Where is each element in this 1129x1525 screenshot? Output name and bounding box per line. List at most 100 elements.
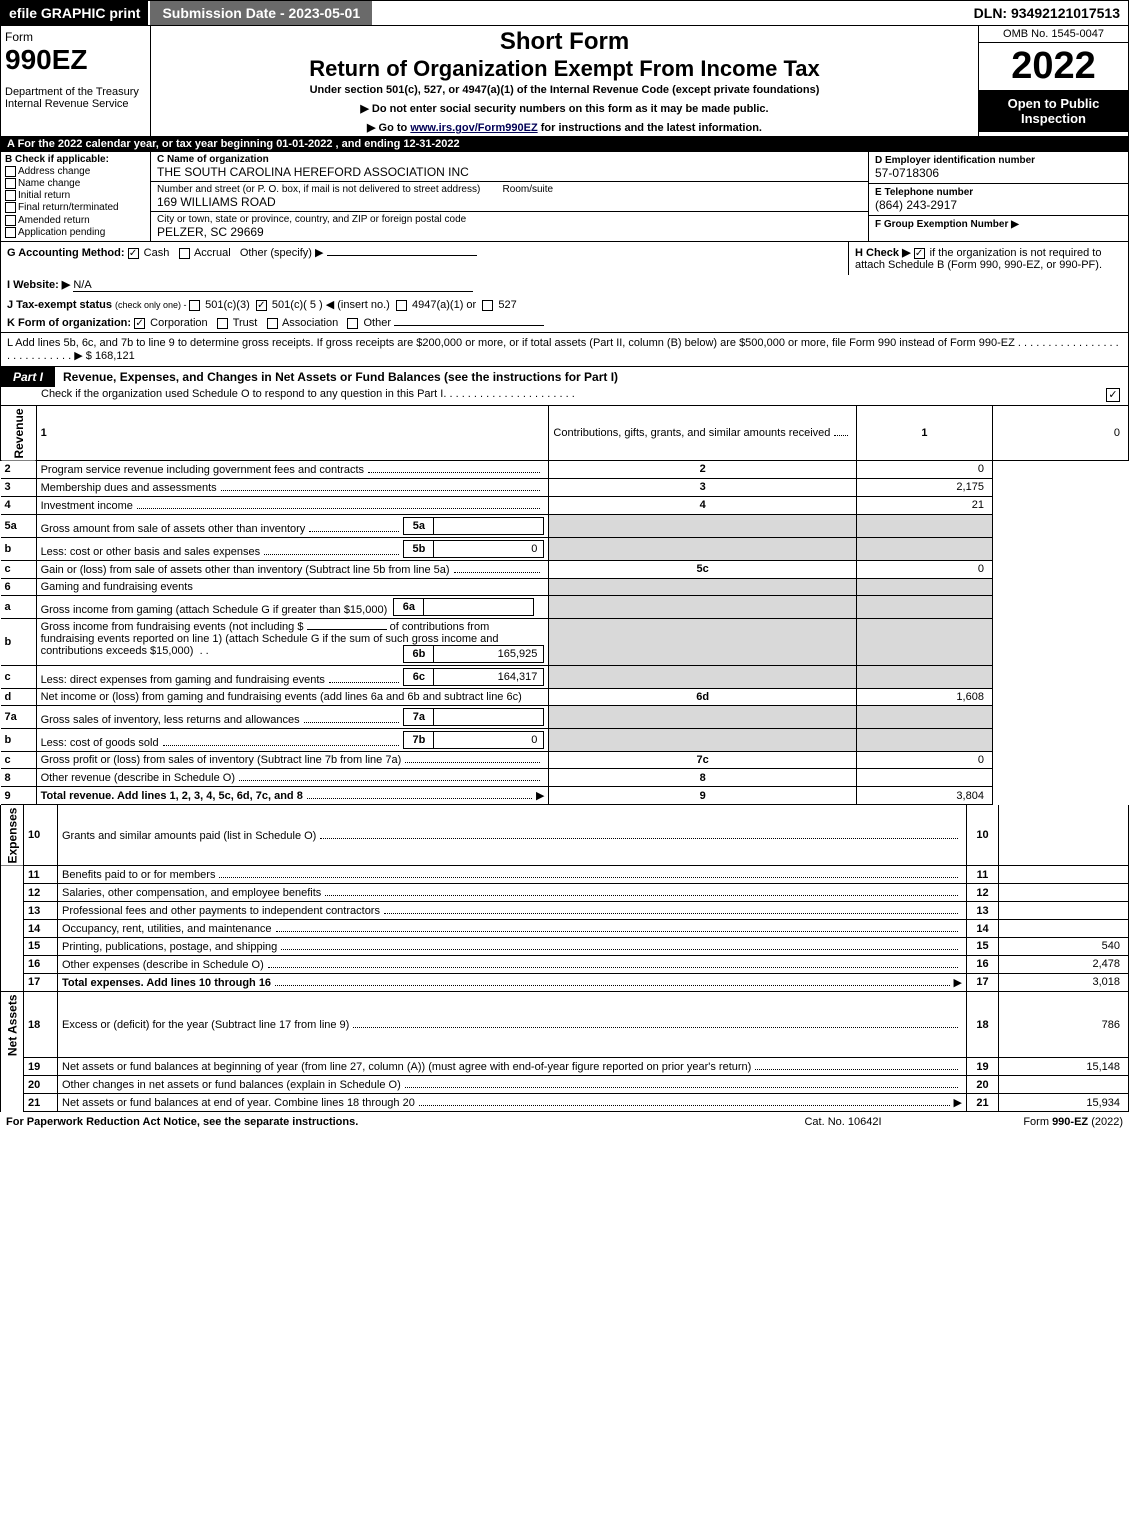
chk-501c3[interactable]: [189, 300, 200, 311]
line-val: 0: [992, 406, 1128, 461]
row-8: 8 Other revenue (describe in Schedule O)…: [1, 769, 1129, 787]
chk-application-pending[interactable]: Application pending: [5, 227, 146, 238]
line-desc: Gross profit or (loss) from sales of inv…: [36, 751, 549, 769]
line-num: a: [1, 595, 37, 618]
ein: 57-0718306: [875, 166, 939, 180]
line-desc: Benefits paid to or for members: [58, 866, 967, 884]
chk-label: Address change: [18, 166, 90, 177]
chk-corp[interactable]: [134, 318, 145, 329]
chk-trust[interactable]: [217, 318, 228, 329]
side-expenses: Expenses: [1, 805, 24, 866]
inner-ln: 6c: [404, 668, 434, 685]
txt: Other expenses (describe in Schedule O): [62, 959, 264, 971]
line-ref: 14: [967, 920, 999, 938]
net-assets-table: Net Assets 18 Excess or (deficit) for th…: [0, 992, 1129, 1112]
chk-name-change[interactable]: Name change: [5, 178, 146, 189]
txt: Other revenue (describe in Schedule O): [41, 772, 235, 784]
row-11: 11 Benefits paid to or for members 11: [1, 866, 1129, 884]
note-ssn: ▶ Do not enter social security numbers o…: [157, 102, 972, 115]
efile-label[interactable]: efile GRAPHIC print: [1, 1, 148, 25]
footer-r-num: 990-EZ: [1052, 1116, 1088, 1128]
inner-ln: 7b: [404, 731, 434, 748]
chk-4947[interactable]: [396, 300, 407, 311]
line-num: b: [1, 537, 37, 560]
row-i-website: I Website: ▶ N/A: [0, 275, 1129, 295]
row-6c: c Less: direct expenses from gaming and …: [1, 665, 1129, 688]
row-j-tax-status: J Tax-exempt status (check only one) - 5…: [0, 295, 1129, 314]
inner-val: 0: [434, 540, 544, 557]
tax-year: 2022: [979, 43, 1128, 90]
line-desc: Occupancy, rent, utilities, and maintena…: [58, 920, 967, 938]
chk-address-change[interactable]: Address change: [5, 166, 146, 177]
chk-schedule-b[interactable]: [914, 248, 925, 259]
row-3: 3 Membership dues and assessments 3 2,17…: [1, 478, 1129, 496]
chk-initial-return[interactable]: Initial return: [5, 190, 146, 201]
inner-ln: 5b: [404, 540, 434, 557]
col-de: D Employer identification number 57-0718…: [868, 152, 1128, 241]
chk-amended-return[interactable]: Amended return: [5, 215, 146, 226]
side-cont: [1, 920, 24, 938]
submission-date: Submission Date - 2023-05-01: [148, 1, 372, 25]
side-cont: [1, 973, 24, 991]
street-label-a: Number and street (or P. O. box, if mail…: [157, 184, 480, 195]
side-cont: [1, 884, 24, 902]
row-20: 20 Other changes in net assets or fund b…: [1, 1076, 1129, 1094]
lbl-corp: Corporation: [150, 317, 207, 329]
k-pre: K Form of organization:: [7, 317, 134, 329]
line-num: 2: [1, 461, 37, 479]
line-desc: Less: cost or other basis and sales expe…: [36, 537, 549, 560]
chk-label: Application pending: [18, 227, 105, 238]
chk-527[interactable]: [482, 300, 493, 311]
txt: Less: direct expenses from gaming and fu…: [41, 674, 325, 686]
row-5a: 5a Gross amount from sale of assets othe…: [1, 514, 1129, 537]
txt: Salaries, other compensation, and employ…: [62, 887, 321, 899]
inner-ln: 5a: [404, 517, 434, 534]
chk-assoc[interactable]: [267, 318, 278, 329]
cd-top: C Name of organization THE SOUTH CAROLIN…: [151, 152, 1128, 241]
line-ref: 5c: [549, 560, 857, 578]
part1-checkbox[interactable]: ✓: [1106, 388, 1120, 402]
line-num: 11: [24, 866, 58, 884]
col-cd: C Name of organization THE SOUTH CAROLIN…: [151, 152, 1128, 241]
omb-number: OMB No. 1545-0047: [979, 26, 1128, 43]
chk-final-return[interactable]: Final return/terminated: [5, 202, 146, 213]
txt: Contributions, gifts, grants, and simila…: [553, 427, 830, 439]
side-cont: [1, 955, 24, 973]
other-input[interactable]: [327, 255, 477, 256]
line-desc: Gross amount from sale of assets other t…: [36, 514, 549, 537]
line-num: d: [1, 688, 37, 705]
line-ref: 15: [967, 937, 999, 955]
chk-501c[interactable]: [256, 300, 267, 311]
other-org-input[interactable]: [394, 325, 544, 326]
line-num: 16: [24, 955, 58, 973]
txt: Total revenue. Add lines 1, 2, 3, 4, 5c,…: [41, 790, 303, 802]
row-6a: a Gross income from gaming (attach Sched…: [1, 595, 1129, 618]
row-7a: 7a Gross sales of inventory, less return…: [1, 705, 1129, 728]
chk-cash[interactable]: [128, 248, 139, 259]
txt: Gross amount from sale of assets other t…: [41, 523, 306, 535]
row-7c: c Gross profit or (loss) from sales of i…: [1, 751, 1129, 769]
line-desc: Less: cost of goods sold 7b0: [36, 728, 549, 751]
blank-amount[interactable]: [307, 629, 387, 630]
sub-5b: 5b0: [403, 540, 544, 558]
row-6d: d Net income or (loss) from gaming and f…: [1, 688, 1129, 705]
form-right: OMB No. 1545-0047 2022 Open to Public In…: [978, 26, 1128, 136]
lbl-4947: 4947(a)(1) or: [412, 299, 476, 311]
line-val: 1,608: [856, 688, 992, 705]
line-val: 15,148: [999, 1058, 1129, 1076]
line-val: 0: [856, 560, 992, 578]
line-val: 21: [856, 496, 992, 514]
irs-link[interactable]: www.irs.gov/Form990EZ: [410, 122, 537, 134]
row-2: 2 Program service revenue including gove…: [1, 461, 1129, 479]
line-val: 0: [856, 751, 992, 769]
line-val: [999, 884, 1129, 902]
row-14: 14 Occupancy, rent, utilities, and maint…: [1, 920, 1129, 938]
footer-r-pre: Form: [1023, 1116, 1052, 1128]
note2-pre: ▶ Go to: [367, 122, 410, 134]
footer-r-post: (2022): [1088, 1116, 1123, 1128]
line-num: 9: [1, 787, 37, 805]
section-a: A For the 2022 calendar year, or tax yea…: [0, 136, 1129, 152]
chk-other-org[interactable]: [347, 318, 358, 329]
side-cont: [1, 866, 24, 884]
chk-accrual[interactable]: [179, 248, 190, 259]
